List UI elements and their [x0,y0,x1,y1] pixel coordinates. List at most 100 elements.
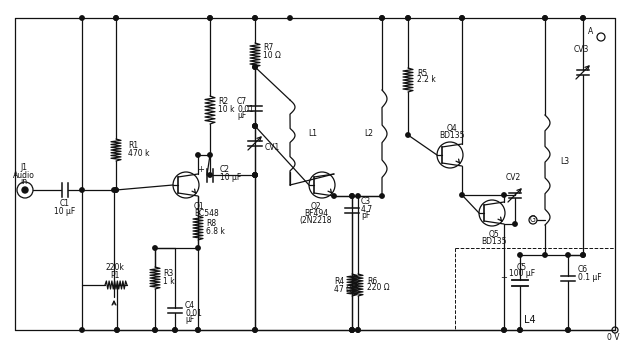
Circle shape [288,16,292,20]
Circle shape [208,173,212,177]
Text: CV2: CV2 [506,173,521,182]
Circle shape [208,153,212,157]
Circle shape [350,328,354,332]
Circle shape [356,328,360,332]
Circle shape [173,328,178,332]
Circle shape [253,124,258,128]
Text: 0.1 μF: 0.1 μF [578,272,602,282]
Text: 0.01: 0.01 [185,308,202,317]
Circle shape [253,173,258,177]
Text: R1: R1 [128,141,138,150]
Circle shape [502,328,506,332]
Text: in: in [21,177,27,187]
Text: C5: C5 [517,262,527,271]
Text: Q2: Q2 [311,203,321,212]
Text: pF: pF [361,212,370,221]
Text: 2.2 k: 2.2 k [417,76,436,85]
Circle shape [152,328,158,332]
Circle shape [518,328,522,332]
Circle shape [152,328,158,332]
Text: L4: L4 [524,315,536,325]
Circle shape [380,194,384,198]
Circle shape [380,16,384,20]
Circle shape [566,253,570,257]
Text: C7: C7 [237,97,247,106]
Text: L2: L2 [364,129,373,139]
Text: R5: R5 [417,69,428,78]
Circle shape [253,173,258,177]
Text: R6: R6 [367,277,378,285]
Circle shape [350,328,354,332]
Text: C6: C6 [578,266,588,275]
Circle shape [518,328,522,332]
Circle shape [460,193,464,197]
Text: Q5: Q5 [489,230,499,239]
Circle shape [566,328,570,332]
Circle shape [80,188,84,192]
Circle shape [208,16,212,20]
Circle shape [253,65,258,69]
Circle shape [114,188,118,192]
Circle shape [253,16,258,20]
Text: μF: μF [237,111,246,120]
Circle shape [581,16,585,20]
Circle shape [566,328,570,332]
Circle shape [460,16,464,20]
Text: 10 Ω: 10 Ω [263,50,281,60]
Text: 0.01: 0.01 [237,104,254,113]
Circle shape [253,173,258,177]
Circle shape [581,16,585,20]
Text: 100 μF: 100 μF [509,269,535,278]
Text: BC548: BC548 [194,209,219,219]
Text: 1 k: 1 k [163,277,174,285]
Circle shape [356,328,360,332]
Text: L3: L3 [560,158,569,166]
Circle shape [581,253,585,257]
Circle shape [253,328,258,332]
Circle shape [173,328,178,332]
Text: L1: L1 [308,129,317,139]
Text: CV3: CV3 [573,46,589,55]
Circle shape [350,328,354,332]
Text: R7: R7 [263,42,273,52]
Text: G: G [530,215,536,224]
Circle shape [512,222,518,226]
Circle shape [80,16,84,20]
Text: 4.7: 4.7 [361,205,373,214]
Text: R2: R2 [218,97,228,106]
Circle shape [253,173,258,177]
Text: 6.8 k: 6.8 k [206,227,225,236]
Circle shape [253,328,258,332]
Text: μF: μF [185,316,194,324]
Text: C1: C1 [60,199,70,208]
Circle shape [542,16,548,20]
Circle shape [208,16,212,20]
Text: R8: R8 [206,219,216,228]
Circle shape [350,194,354,198]
Text: 10 μF: 10 μF [220,174,241,182]
Circle shape [502,328,506,332]
Text: 220k: 220k [106,263,124,272]
Circle shape [114,188,118,192]
Text: J1: J1 [21,164,27,173]
Text: 470 k: 470 k [128,149,149,158]
Circle shape [460,16,464,20]
Circle shape [253,124,258,128]
Text: C2: C2 [220,166,230,174]
Circle shape [332,194,336,198]
Text: CV1: CV1 [265,143,280,152]
Text: 0 V: 0 V [607,333,619,342]
Circle shape [350,328,354,332]
Circle shape [196,153,200,157]
Text: Audio: Audio [13,171,35,180]
Text: C3: C3 [361,198,371,206]
Text: Q1: Q1 [194,203,204,212]
Circle shape [406,16,410,20]
Circle shape [518,253,522,257]
Circle shape [22,187,28,193]
Circle shape [112,188,116,192]
Circle shape [80,328,84,332]
Circle shape [380,16,384,20]
Circle shape [406,133,410,137]
Text: +: + [198,166,204,174]
